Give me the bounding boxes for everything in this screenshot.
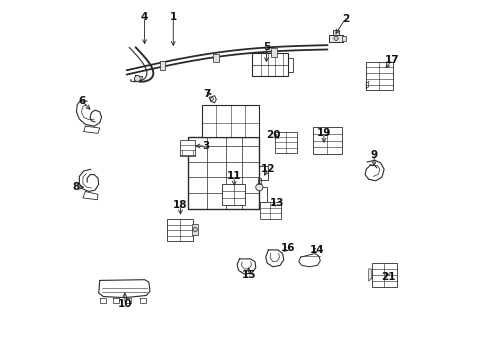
Bar bbox=[202, 105, 259, 137]
Text: 14: 14 bbox=[309, 245, 324, 255]
Text: 1: 1 bbox=[170, 12, 177, 22]
Text: 17: 17 bbox=[385, 55, 399, 65]
Text: 11: 11 bbox=[227, 171, 242, 181]
Text: 9: 9 bbox=[370, 150, 378, 160]
Bar bbox=[222, 184, 245, 205]
Bar bbox=[180, 140, 195, 156]
Text: 8: 8 bbox=[72, 182, 79, 192]
Bar bbox=[313, 127, 342, 154]
Text: 3: 3 bbox=[202, 141, 209, 151]
Bar bbox=[214, 54, 219, 62]
Circle shape bbox=[211, 98, 214, 100]
Text: 15: 15 bbox=[242, 270, 256, 280]
Bar bbox=[342, 36, 346, 41]
Bar bbox=[252, 53, 288, 76]
Text: 19: 19 bbox=[317, 129, 331, 138]
Bar bbox=[160, 61, 166, 69]
Text: 5: 5 bbox=[263, 42, 270, 52]
Bar bbox=[167, 219, 193, 241]
Circle shape bbox=[135, 76, 140, 81]
Bar bbox=[333, 31, 339, 35]
Text: 7: 7 bbox=[204, 89, 211, 99]
Text: 13: 13 bbox=[270, 198, 285, 208]
Text: 12: 12 bbox=[261, 164, 275, 174]
Bar bbox=[271, 48, 276, 57]
Text: 16: 16 bbox=[281, 243, 295, 253]
Text: 10: 10 bbox=[118, 299, 132, 309]
Circle shape bbox=[334, 36, 338, 41]
Circle shape bbox=[256, 184, 263, 191]
Bar bbox=[260, 202, 280, 219]
Bar bbox=[275, 132, 297, 153]
Bar bbox=[366, 62, 393, 90]
Text: 6: 6 bbox=[78, 96, 85, 106]
Circle shape bbox=[193, 227, 197, 231]
Bar bbox=[188, 137, 259, 209]
Bar bbox=[371, 264, 397, 287]
Text: 18: 18 bbox=[173, 200, 188, 210]
Text: 4: 4 bbox=[141, 12, 148, 22]
Text: 21: 21 bbox=[381, 272, 396, 282]
Bar bbox=[329, 35, 343, 42]
Text: 2: 2 bbox=[342, 14, 349, 24]
Text: 20: 20 bbox=[267, 130, 281, 140]
Bar bbox=[192, 225, 198, 234]
